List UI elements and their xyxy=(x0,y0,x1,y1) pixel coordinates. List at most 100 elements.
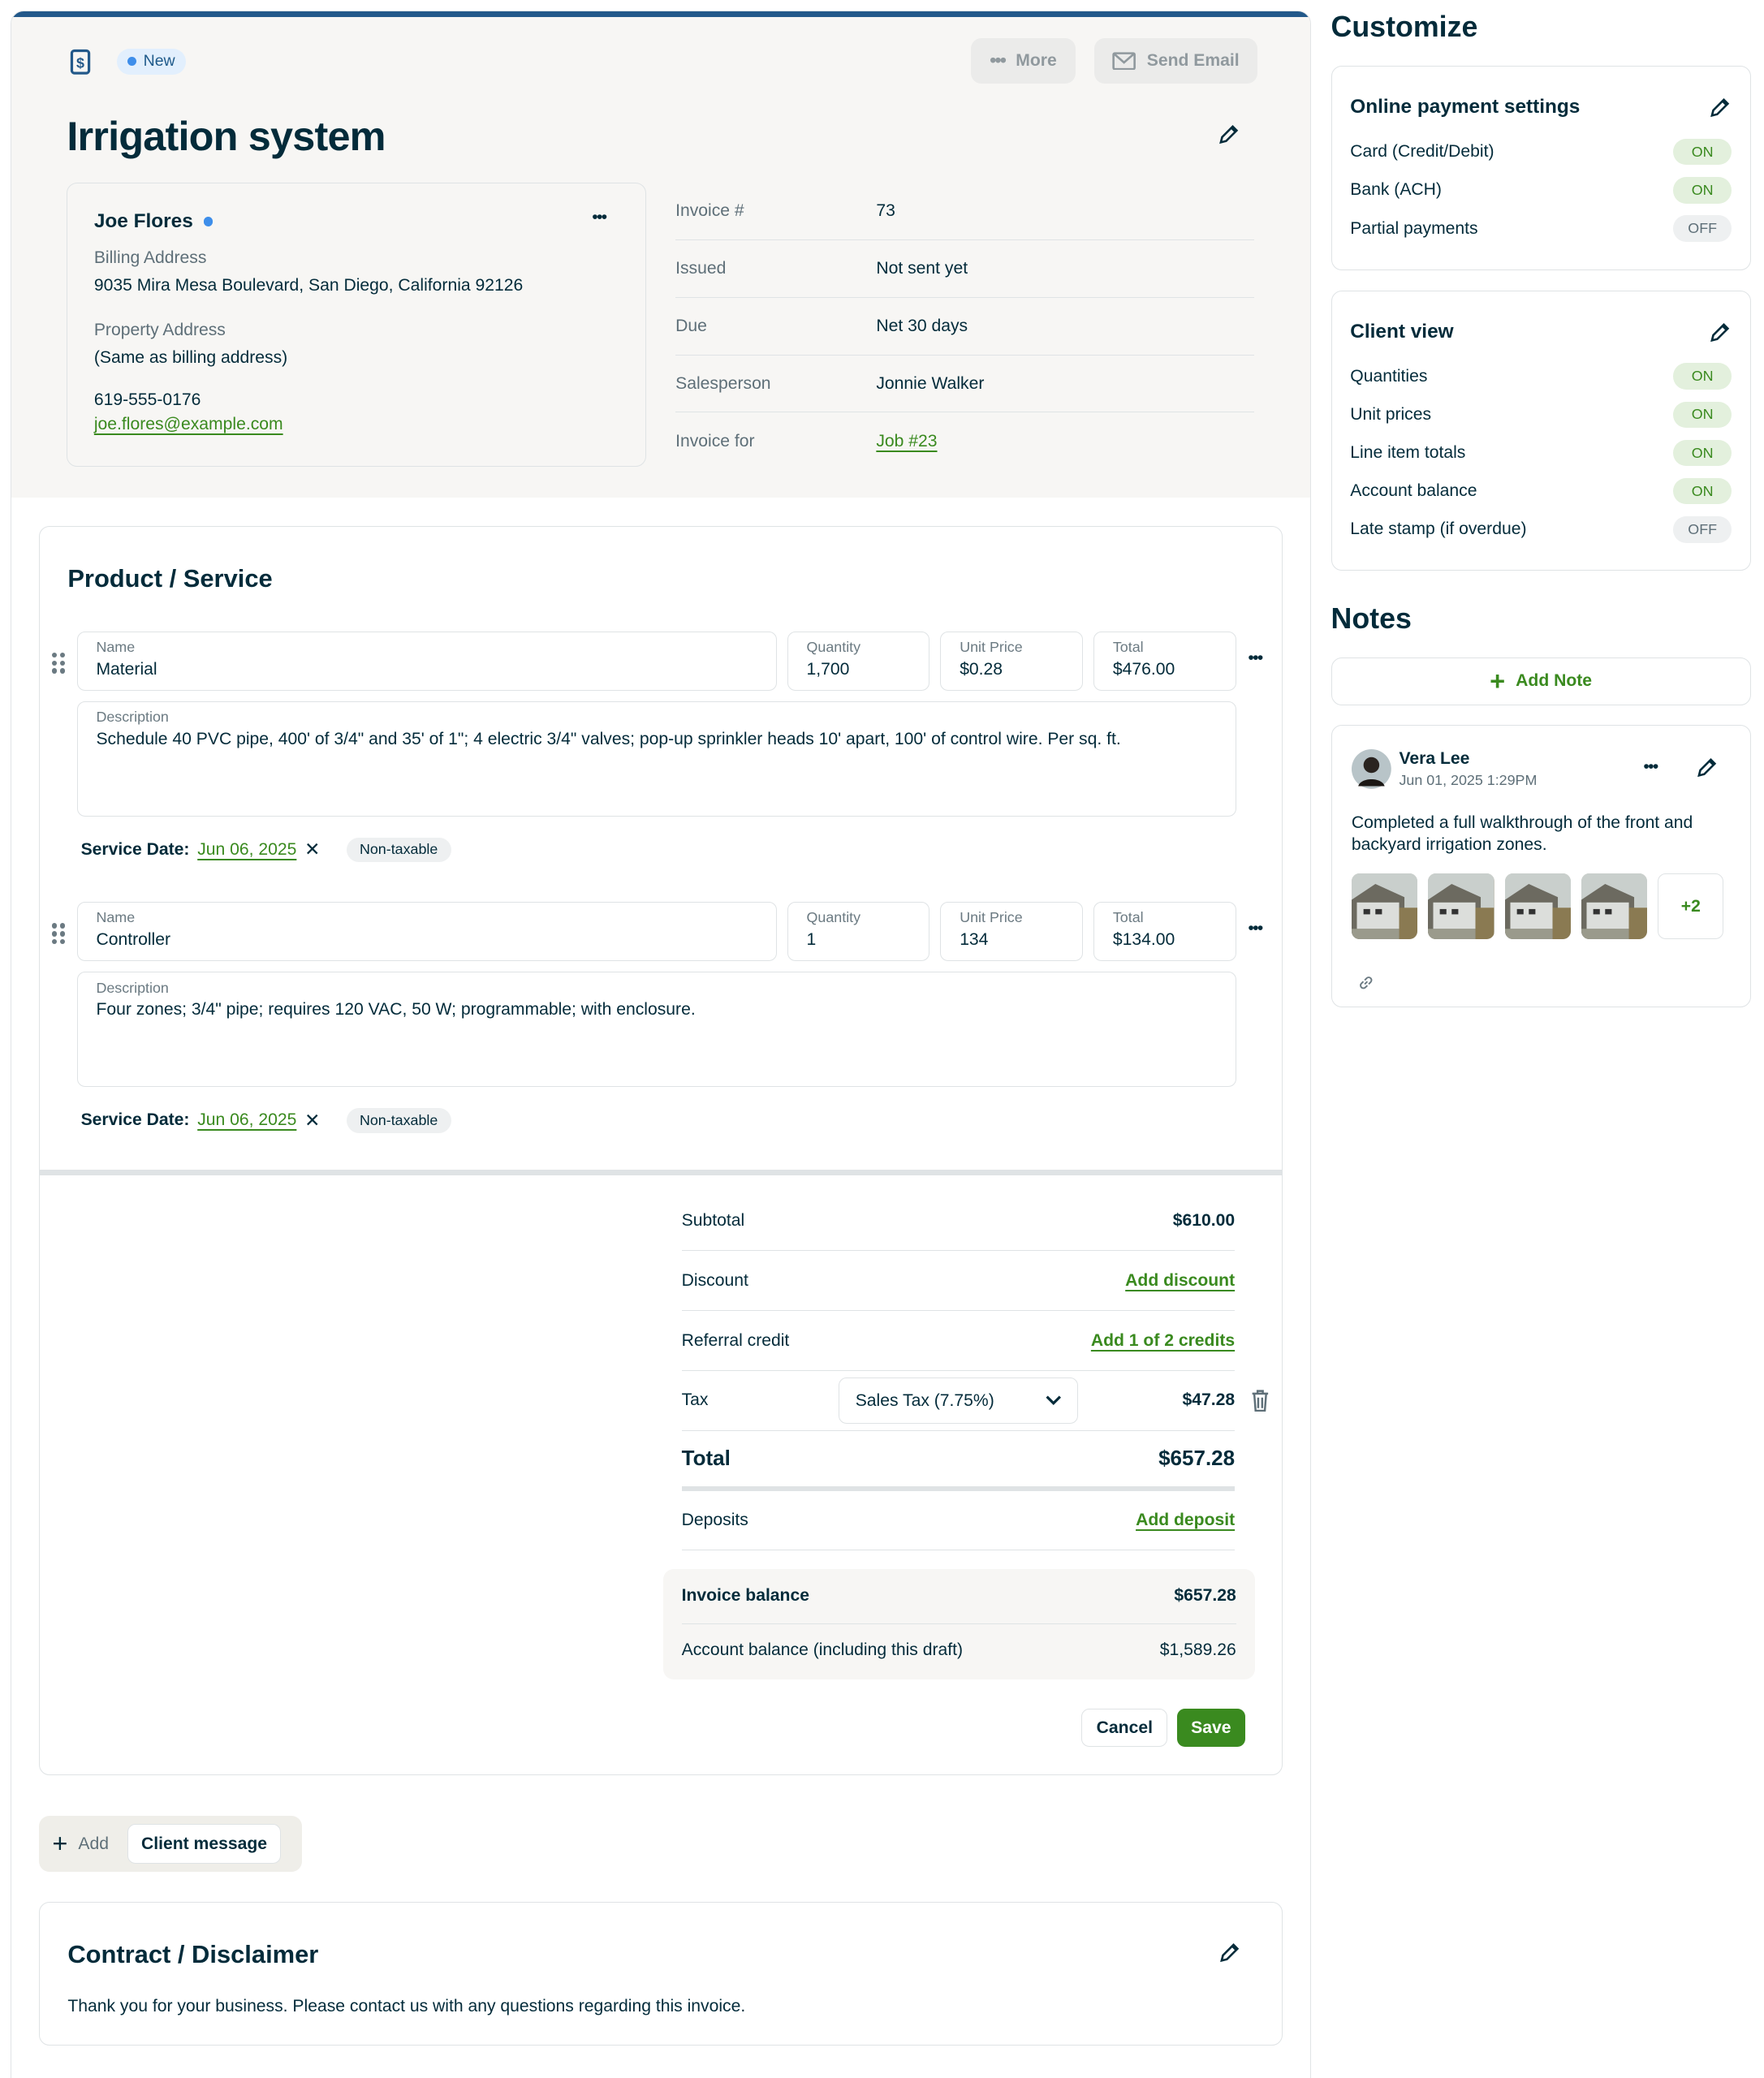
send-email-label: Send Email xyxy=(1146,50,1240,70)
save-button[interactable]: Save xyxy=(1176,1709,1246,1748)
more-photos-button[interactable]: +2 xyxy=(1658,873,1724,940)
edit-note-pencil-icon[interactable] xyxy=(1695,756,1719,779)
add-credit-link[interactable]: Add 1 of 2 credits xyxy=(1090,1330,1236,1350)
billing-address: 9035 Mira Mesa Boulevard, San Diego, Cal… xyxy=(93,276,524,295)
section-title: Contract / Disclaimer xyxy=(67,1939,319,1968)
section-title: Product / Service xyxy=(67,563,273,593)
more-button[interactable]: ••• More xyxy=(971,37,1076,84)
drag-handle-icon[interactable] xyxy=(51,652,66,674)
item-unit-price-field[interactable]: Unit Price $0.28 xyxy=(940,631,1084,691)
item-total-field[interactable]: Total $134.00 xyxy=(1093,902,1236,962)
service-date-row: Service Date: Jun 06, 2025 ✕ Non-taxable xyxy=(81,1107,451,1133)
totals-table: Subtotal $610.00 Discount Add discount Ref… xyxy=(681,1191,1268,1551)
notes-heading: Notes xyxy=(1331,601,1412,635)
add-deposit-link[interactable]: Add deposit xyxy=(1136,1511,1236,1529)
customize-heading: Customize xyxy=(1331,11,1478,43)
tax-select[interactable]: Sales Tax (7.75%) xyxy=(839,1377,1078,1424)
total-row: Total $657.28 xyxy=(681,1431,1236,1491)
setting-label: Quantities xyxy=(1350,366,1428,386)
setting-row: Bank (ACH) ON xyxy=(1332,171,1750,209)
drag-handle-icon[interactable] xyxy=(51,923,66,945)
client-name[interactable]: Joe Flores xyxy=(93,209,193,232)
clear-date-icon[interactable]: ✕ xyxy=(304,1109,321,1131)
item-total-field[interactable]: Total $476.00 xyxy=(1093,631,1236,691)
setting-toggle[interactable]: ON xyxy=(1673,401,1732,429)
top-accent-bar xyxy=(11,11,1311,17)
detail-row-issued: Issued Not sent yet xyxy=(675,240,1254,298)
setting-row: Late stamp (if overdue) OFF xyxy=(1332,511,1750,549)
setting-toggle[interactable]: OFF xyxy=(1673,516,1732,543)
setting-label: Unit prices xyxy=(1350,404,1432,424)
trash-icon[interactable] xyxy=(1251,1390,1270,1412)
envelope-icon xyxy=(1112,51,1136,71)
invoice-balance-row: Invoice balance $657.28 xyxy=(681,1569,1236,1624)
item-quantity-field[interactable]: Quantity 1 xyxy=(787,902,930,962)
detail-row-due: Due Net 30 days xyxy=(675,298,1254,356)
setting-label: Card (Credit/Debit) xyxy=(1350,142,1494,162)
clear-date-icon[interactable]: ✕ xyxy=(304,839,321,860)
detail-value: Not sent yet xyxy=(876,259,968,278)
setting-toggle[interactable]: ON xyxy=(1673,439,1732,467)
client-card: Joe Flores ••• Billing Address 9035 Mira… xyxy=(67,183,647,468)
service-date-link[interactable]: Jun 06, 2025 xyxy=(197,1110,297,1130)
send-email-button[interactable]: Send Email xyxy=(1093,37,1258,84)
client-email-link[interactable]: joe.flores@example.com xyxy=(93,415,283,433)
page-title: Irrigation system xyxy=(67,112,386,159)
item-description-field[interactable]: Description Four zones; 3/4" pipe; requir… xyxy=(76,972,1236,1087)
setting-row: Partial payments OFF xyxy=(1332,209,1750,248)
item-name-field[interactable]: Name Material xyxy=(76,631,777,691)
edit-pencil-icon[interactable] xyxy=(1708,96,1732,119)
note-more-icon[interactable]: ••• xyxy=(1643,757,1658,776)
invoice-panel: $ New ••• More Send Email Irrigation syst… xyxy=(11,11,1312,2078)
setting-toggle[interactable]: ON xyxy=(1673,477,1732,505)
online-payment-card: Online payment settings Card (Credit/Deb… xyxy=(1331,66,1751,271)
item-unit-price-field[interactable]: Unit Price 134 xyxy=(940,902,1084,962)
photo-thumbnail[interactable] xyxy=(1351,873,1418,940)
card-title: Client view xyxy=(1350,320,1454,343)
divider xyxy=(40,1170,1283,1175)
photo-thumbnail[interactable] xyxy=(1428,873,1494,940)
setting-row: Unit prices ON xyxy=(1332,395,1750,433)
service-date-link[interactable]: Jun 06, 2025 xyxy=(197,839,297,859)
setting-toggle[interactable]: ON xyxy=(1673,138,1732,166)
job-link[interactable]: Job #23 xyxy=(876,431,938,451)
setting-row: Line item totals ON xyxy=(1332,433,1750,472)
link-icon[interactable] xyxy=(1358,975,1374,991)
client-phone: 619-555-0176 xyxy=(93,390,201,409)
note-timestamp: Jun 01, 2025 1:29PM xyxy=(1399,771,1538,788)
add-note-button[interactable]: + Add Note xyxy=(1331,657,1751,705)
photo-thumbnail[interactable] xyxy=(1581,873,1648,940)
note-attachments: +2 xyxy=(1351,873,1724,940)
item-name-field[interactable]: Name Controller xyxy=(76,902,777,962)
client-more-icon[interactable]: ••• xyxy=(592,207,607,226)
taxable-pill[interactable]: Non-taxable xyxy=(346,837,451,863)
note-card: Vera Lee Jun 01, 2025 1:29PM ••• Complet… xyxy=(1331,724,1751,1007)
invoice-details: Invoice # 73 Issued Not sent yet Due Net 30… xyxy=(675,183,1254,470)
photo-thumbnail[interactable] xyxy=(1504,873,1571,940)
setting-toggle[interactable]: ON xyxy=(1673,177,1732,204)
setting-toggle[interactable]: ON xyxy=(1673,363,1732,390)
detail-label: Invoice for xyxy=(675,431,755,451)
account-balance-row: Account balance (including this draft) $1… xyxy=(681,1640,1236,1660)
billing-address-label: Billing Address xyxy=(93,248,207,268)
taxable-pill[interactable]: Non-taxable xyxy=(346,1107,451,1133)
cancel-button[interactable]: Cancel xyxy=(1081,1709,1168,1748)
note-text: Completed a full walkthrough of the fron… xyxy=(1351,813,1693,855)
setting-label: Partial payments xyxy=(1350,218,1478,238)
item-more-icon[interactable]: ••• xyxy=(1248,648,1263,667)
item-quantity-field[interactable]: Quantity 1,700 xyxy=(787,631,930,691)
edit-contract-pencil-icon[interactable] xyxy=(1218,1941,1241,1964)
edit-pencil-icon[interactable] xyxy=(1708,321,1732,344)
balance-box: Invoice balance $657.28 Account balance (… xyxy=(662,1568,1255,1680)
edit-title-pencil-icon[interactable] xyxy=(1217,123,1240,146)
detail-value: Net 30 days xyxy=(876,316,968,335)
referral-row: Referral credit Add 1 of 2 credits xyxy=(681,1311,1236,1371)
detail-value: 73 xyxy=(876,201,895,221)
setting-toggle[interactable]: OFF xyxy=(1673,215,1732,242)
item-description-field[interactable]: Description Schedule 40 PVC pipe, 400' of… xyxy=(76,701,1236,817)
setting-label: Bank (ACH) xyxy=(1350,180,1442,200)
add-discount-link[interactable]: Add discount xyxy=(1125,1270,1236,1290)
item-more-icon[interactable]: ••• xyxy=(1248,919,1263,938)
setting-label: Account balance xyxy=(1350,481,1477,501)
client-message-button[interactable]: Client message xyxy=(127,1824,282,1864)
